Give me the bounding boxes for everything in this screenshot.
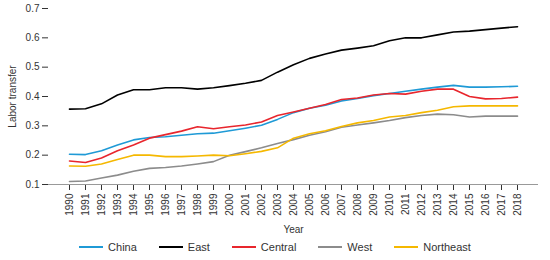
svg-text:2001: 2001 <box>240 193 251 216</box>
svg-text:1998: 1998 <box>192 193 203 216</box>
svg-text:2009: 2009 <box>368 193 379 216</box>
svg-text:1990: 1990 <box>64 193 75 216</box>
svg-text:2005: 2005 <box>304 193 315 216</box>
svg-text:2016: 2016 <box>480 193 491 216</box>
svg-text:1993: 1993 <box>112 193 123 216</box>
svg-text:2011: 2011 <box>400 193 411 215</box>
svg-text:2002: 2002 <box>256 193 267 216</box>
svg-text:0.3: 0.3 <box>26 120 40 131</box>
html-text:West: West <box>347 241 373 253</box>
svg-text:2006: 2006 <box>320 193 331 216</box>
svg-text:2000: 2000 <box>224 193 235 216</box>
html-text:Northeast: Northeast <box>423 241 471 253</box>
svg-text:1999: 1999 <box>208 193 219 216</box>
svg-text:2017: 2017 <box>496 193 507 216</box>
svg-text:0.5: 0.5 <box>26 61 40 72</box>
svg-text:Year: Year <box>283 224 304 235</box>
svg-text:2008: 2008 <box>352 193 363 216</box>
svg-text:0.6: 0.6 <box>26 32 40 43</box>
svg-text:2004: 2004 <box>288 193 299 216</box>
html-text:China: China <box>108 241 137 253</box>
svg-text:2018: 2018 <box>512 193 523 216</box>
svg-text:1994: 1994 <box>128 193 139 216</box>
svg-text:0.7: 0.7 <box>26 3 40 14</box>
svg-text:1991: 1991 <box>80 193 91 216</box>
svg-text:1995: 1995 <box>144 193 155 216</box>
svg-text:2003: 2003 <box>272 193 283 216</box>
svg-text:1996: 1996 <box>160 193 171 216</box>
svg-text:2012: 2012 <box>416 193 427 216</box>
svg-text:1997: 1997 <box>176 193 187 216</box>
svg-text:2013: 2013 <box>432 193 443 216</box>
svg-text:1992: 1992 <box>96 193 107 216</box>
svg-text:0.4: 0.4 <box>26 91 40 102</box>
html-text:East: East <box>187 241 210 253</box>
svg-text:2007: 2007 <box>336 193 347 216</box>
svg-text:2015: 2015 <box>464 193 475 216</box>
svg-text:0.2: 0.2 <box>26 149 40 160</box>
svg-text:0.1: 0.1 <box>26 179 40 190</box>
svg-text:Labor transfer: Labor transfer <box>7 65 18 128</box>
svg-text:2010: 2010 <box>384 193 395 216</box>
html-text:Central: Central <box>260 241 297 253</box>
svg-text:2014: 2014 <box>448 193 459 216</box>
